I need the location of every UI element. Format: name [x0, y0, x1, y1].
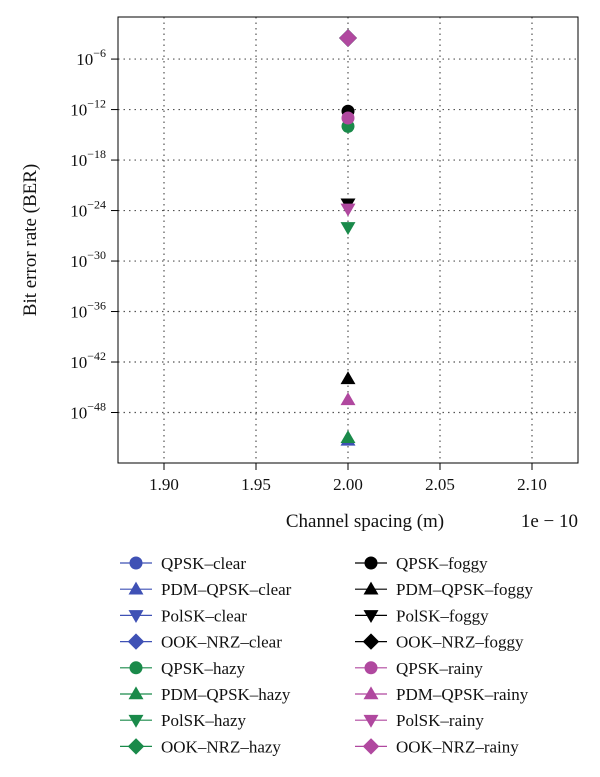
legend-marker	[128, 686, 144, 700]
legend-item: OOK–NRZ–foggy	[355, 633, 524, 652]
data-point	[339, 29, 357, 47]
x-axis-label: Channel spacing (m)	[286, 511, 444, 532]
y-axis: 10−6 10−12 10−18 10−24 10−30 10−36 10−42 10−48	[70, 46, 118, 423]
legend-marker	[128, 714, 144, 728]
legend-marker	[129, 556, 143, 570]
legend-marker	[362, 738, 380, 755]
y-axis-label: Bit error rate (BER)	[20, 164, 41, 316]
legend-marker	[127, 633, 145, 650]
legend-marker	[364, 661, 378, 675]
legend-label: PolSK–rainy	[396, 711, 484, 730]
legend-label: OOK–NRZ–rainy	[396, 737, 519, 756]
x-tick-label: 2.10	[517, 475, 547, 494]
legend-label: OOK–NRZ–hazy	[161, 737, 281, 756]
data-point	[340, 203, 356, 217]
data-point	[340, 371, 356, 385]
legend-item: OOK–NRZ–rainy	[355, 737, 519, 756]
y-tick-label: 10−48	[70, 400, 106, 423]
legend-item: OOK–NRZ–clear	[120, 633, 282, 652]
legend-item: PolSK–clear	[120, 606, 247, 625]
data-point	[340, 430, 356, 444]
y-tick-label: 10−6	[76, 46, 106, 69]
legend-marker	[128, 610, 144, 623]
legend-item: OOK–NRZ–hazy	[120, 737, 281, 756]
y-tick-label: 10−24	[70, 198, 106, 221]
legend-item: PDM–QPSK–foggy	[355, 580, 533, 599]
legend-label: PDM–QPSK–rainy	[396, 685, 529, 704]
x-tick-label: 2.00	[333, 475, 363, 494]
legend-label: QPSK–hazy	[161, 659, 246, 678]
legend-label: OOK–NRZ–foggy	[396, 633, 524, 652]
legend-marker	[363, 714, 379, 728]
legend-label: PDM–QPSK–hazy	[161, 685, 291, 704]
legend-item: PDM–QPSK–hazy	[120, 685, 291, 704]
y-tick-label: 10−42	[70, 349, 106, 372]
y-tick-label: 10−36	[70, 299, 106, 322]
legend-item: QPSK–hazy	[120, 659, 246, 678]
data-point	[341, 111, 355, 125]
legend-label: OOK–NRZ–clear	[161, 633, 282, 652]
legend-marker	[364, 556, 378, 570]
legend-marker	[129, 661, 143, 675]
data-points	[339, 29, 357, 446]
legend-marker	[128, 581, 144, 595]
legend-label: PolSK–clear	[161, 606, 247, 625]
legend-item: PolSK–rainy	[355, 711, 484, 730]
legend-marker	[363, 581, 379, 595]
x-axis-offset-label: 1e − 10	[521, 511, 578, 532]
legend: QPSK–clear PDM–QPSK–clear PolSK–clear OOK–N…	[120, 554, 533, 756]
legend-item: PDM–QPSK–rainy	[355, 685, 529, 704]
legend-item: PDM–QPSK–clear	[120, 580, 292, 599]
y-tick-label: 10−12	[70, 97, 106, 120]
x-tick-label: 1.90	[149, 475, 179, 494]
y-tick-label: 10−30	[70, 248, 106, 271]
legend-item: PolSK–foggy	[355, 606, 489, 625]
legend-label: PolSK–foggy	[396, 606, 489, 625]
legend-item: QPSK–rainy	[355, 659, 483, 678]
legend-marker	[362, 633, 380, 650]
data-point	[340, 392, 356, 406]
legend-marker	[363, 686, 379, 700]
legend-item: QPSK–clear	[120, 554, 246, 573]
legend-label: QPSK–rainy	[396, 659, 483, 678]
legend-marker	[127, 738, 145, 755]
x-tick-label: 2.05	[425, 475, 455, 494]
legend-item: QPSK–foggy	[355, 554, 488, 573]
legend-label: QPSK–clear	[161, 554, 246, 573]
y-tick-label: 10−18	[70, 147, 106, 170]
x-tick-label: 1.95	[241, 475, 271, 494]
legend-item: PolSK–hazy	[120, 711, 247, 730]
legend-label: PDM–QPSK–clear	[161, 580, 292, 599]
data-point	[340, 222, 356, 235]
legend-marker	[363, 610, 379, 623]
legend-label: PDM–QPSK–foggy	[396, 580, 533, 599]
legend-label: PolSK–hazy	[161, 711, 247, 730]
x-axis: 1.90 1.95 2.00 2.05 2.10	[149, 463, 547, 494]
legend-label: QPSK–foggy	[396, 554, 488, 573]
